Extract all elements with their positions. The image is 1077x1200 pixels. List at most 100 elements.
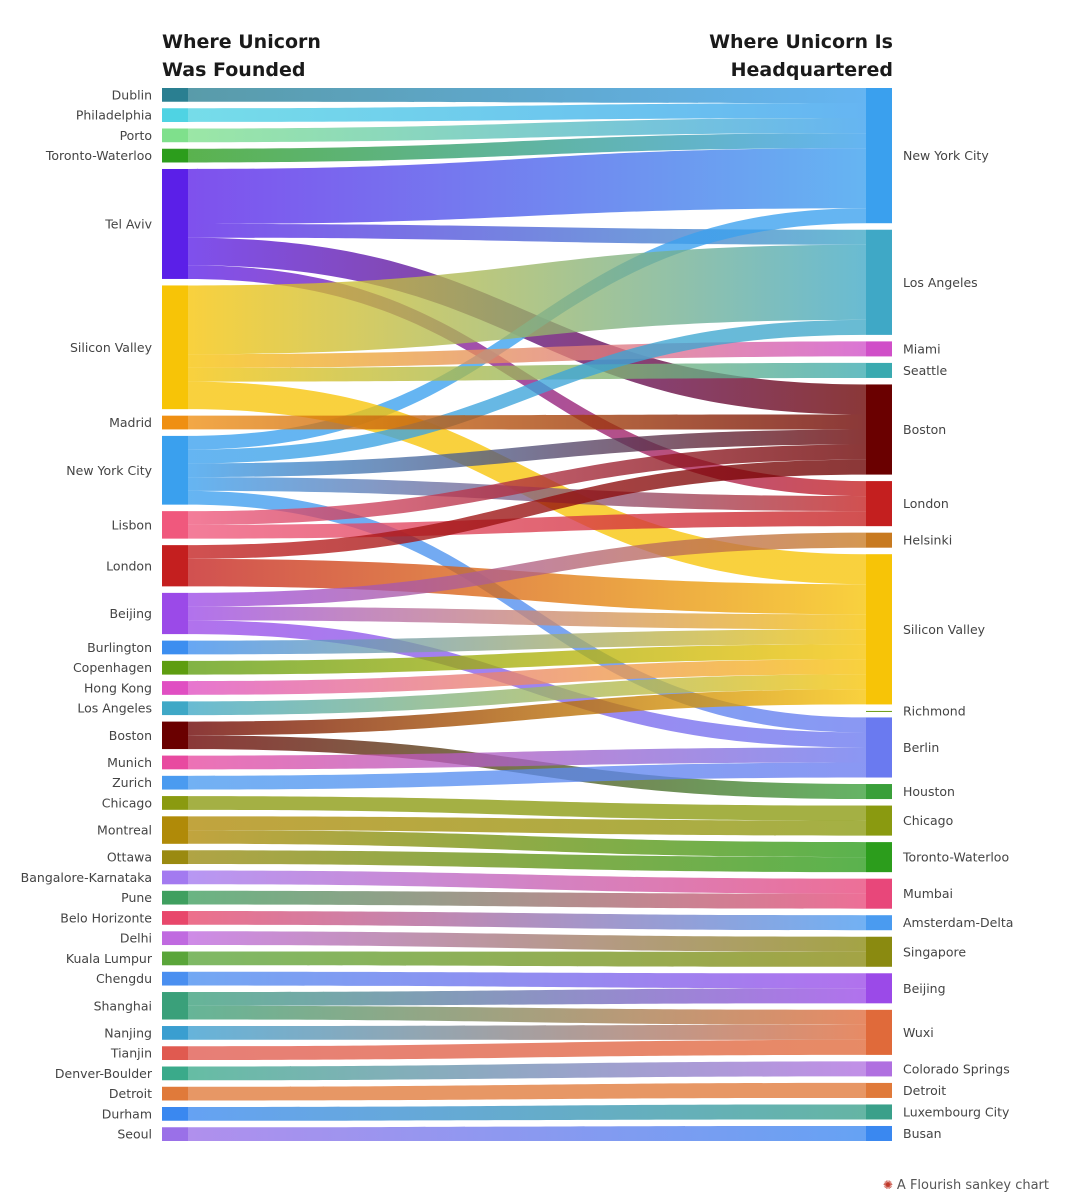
link-montreal-to-chicago[interactable]	[188, 816, 866, 836]
target-node-colorado-springs[interactable]	[866, 1061, 892, 1077]
link-madrid-to-boston[interactable]	[188, 414, 866, 430]
link-tel-aviv-to-new-york-city[interactable]	[188, 148, 866, 224]
link-shanghai-to-wuxi[interactable]	[188, 1005, 866, 1025]
source-node-bangalore-karnataka[interactable]	[162, 870, 188, 885]
link-lisbon-to-london[interactable]	[188, 511, 866, 539]
link-kuala-lumpur-to-singapore[interactable]	[188, 951, 866, 967]
source-node-london[interactable]	[162, 545, 188, 587]
target-node-wuxi[interactable]	[866, 1009, 892, 1055]
target-node-richmond[interactable]	[866, 710, 892, 712]
link-tel-aviv-to-london[interactable]	[188, 265, 866, 497]
target-node-seattle[interactable]	[866, 362, 892, 378]
link-beijing-to-helsinki[interactable]	[188, 532, 866, 607]
source-node-zurich[interactable]	[162, 775, 188, 790]
target-node-london[interactable]	[866, 481, 892, 527]
source-node-chengdu[interactable]	[162, 971, 188, 986]
target-node-amsterdam-delta[interactable]	[866, 915, 892, 931]
source-node-detroit[interactable]	[162, 1086, 188, 1101]
link-denver-boulder-to-colorado-springs[interactable]	[188, 1061, 866, 1081]
link-seoul-to-busan[interactable]	[188, 1125, 866, 1141]
link-belo-horizonte-to-amsterdam-delta[interactable]	[188, 911, 866, 931]
source-node-montreal[interactable]	[162, 816, 188, 844]
source-node-madrid[interactable]	[162, 415, 188, 430]
link-copenhagen-to-silicon-valley[interactable]	[188, 644, 866, 675]
source-node-porto[interactable]	[162, 128, 188, 143]
target-node-helsinki[interactable]	[866, 532, 892, 548]
source-node-burlington[interactable]	[162, 640, 188, 655]
source-node-kuala-lumpur[interactable]	[162, 951, 188, 966]
link-shanghai-to-beijing[interactable]	[188, 988, 866, 1006]
target-node-detroit[interactable]	[866, 1082, 892, 1098]
source-node-tel-aviv[interactable]	[162, 168, 188, 279]
link-burlington-to-silicon-valley[interactable]	[188, 629, 866, 655]
link-beijing-to-silicon-valley[interactable]	[188, 606, 866, 630]
link-london-to-boston[interactable]	[188, 459, 866, 559]
link-detroit-to-detroit[interactable]	[188, 1082, 866, 1101]
target-node-toronto-waterloo[interactable]	[866, 842, 892, 873]
flourish-credit[interactable]: ✺ A Flourish sankey chart	[883, 1178, 1049, 1193]
link-zurich-to-berlin[interactable]	[188, 762, 866, 790]
target-node-silicon-valley[interactable]	[866, 554, 892, 705]
link-pune-to-mumbai[interactable]	[188, 890, 866, 909]
target-node-busan[interactable]	[866, 1125, 892, 1141]
link-boston-to-silicon-valley[interactable]	[188, 689, 866, 736]
source-node-tianjin[interactable]	[162, 1046, 188, 1061]
link-chicago-to-chicago[interactable]	[188, 796, 866, 821]
source-node-dublin[interactable]	[162, 88, 188, 102]
link-los-angeles-to-silicon-valley[interactable]	[188, 674, 866, 716]
target-node-miami[interactable]	[866, 341, 892, 357]
source-node-lisbon[interactable]	[162, 511, 188, 539]
target-node-chicago[interactable]	[866, 805, 892, 836]
link-new-york-city-to-los-angeles[interactable]	[188, 319, 866, 464]
link-chengdu-to-beijing[interactable]	[188, 971, 866, 989]
target-node-berlin[interactable]	[866, 717, 892, 778]
source-node-silicon-valley[interactable]	[162, 285, 188, 410]
link-dublin-to-new-york-city[interactable]	[188, 88, 866, 104]
source-node-nanjing[interactable]	[162, 1026, 188, 1040]
source-node-belo-horizonte[interactable]	[162, 911, 188, 925]
link-munich-to-berlin[interactable]	[188, 747, 866, 770]
link-silicon-valley-to-los-angeles[interactable]	[188, 244, 866, 355]
source-node-ottawa[interactable]	[162, 850, 188, 865]
target-node-singapore[interactable]	[866, 936, 892, 967]
link-toronto-waterloo-to-new-york-city[interactable]	[188, 133, 866, 163]
source-node-boston[interactable]	[162, 721, 188, 750]
link-bangalore-karnataka-to-mumbai[interactable]	[188, 870, 866, 894]
source-node-hong-kong[interactable]	[162, 681, 188, 695]
source-node-toronto-waterloo[interactable]	[162, 148, 188, 163]
target-node-houston[interactable]	[866, 784, 892, 800]
source-node-chicago[interactable]	[162, 796, 188, 810]
target-node-luxembourg-city[interactable]	[866, 1104, 892, 1120]
source-node-los-angeles[interactable]	[162, 701, 188, 716]
link-london-to-silicon-valley[interactable]	[188, 558, 866, 615]
link-silicon-valley-to-seattle[interactable]	[188, 362, 866, 382]
link-new-york-city-to-london[interactable]	[188, 477, 866, 512]
target-node-los-angeles[interactable]	[866, 229, 892, 335]
target-node-mumbai[interactable]	[866, 878, 892, 909]
source-node-shanghai[interactable]	[162, 992, 188, 1020]
source-node-beijing[interactable]	[162, 592, 188, 635]
link-new-york-city-to-boston[interactable]	[188, 429, 866, 478]
source-node-munich[interactable]	[162, 755, 188, 770]
source-node-seoul[interactable]	[162, 1127, 188, 1141]
source-node-new-york-city[interactable]	[162, 435, 188, 505]
link-philadelphia-to-new-york-city[interactable]	[188, 103, 866, 122]
source-node-durham[interactable]	[162, 1107, 188, 1121]
source-node-philadelphia[interactable]	[162, 108, 188, 122]
target-node-new-york-city[interactable]	[866, 88, 892, 224]
source-node-denver-boulder[interactable]	[162, 1066, 188, 1081]
link-montreal-to-toronto-waterloo[interactable]	[188, 830, 866, 858]
source-node-delhi[interactable]	[162, 931, 188, 946]
link-boston-to-houston[interactable]	[188, 735, 866, 800]
link-tianjin-to-wuxi[interactable]	[188, 1039, 866, 1061]
link-hong-kong-to-silicon-valley[interactable]	[188, 659, 866, 695]
link-nanjing-to-wuxi[interactable]	[188, 1024, 866, 1040]
link-porto-to-new-york-city[interactable]	[188, 118, 866, 143]
source-node-pune[interactable]	[162, 890, 188, 905]
target-node-boston[interactable]	[866, 384, 892, 475]
source-node-copenhagen[interactable]	[162, 660, 188, 675]
link-durham-to-luxembourg-city[interactable]	[188, 1104, 866, 1121]
target-node-beijing[interactable]	[866, 973, 892, 1004]
link-ottawa-to-toronto-waterloo[interactable]	[188, 850, 866, 873]
link-lisbon-to-boston[interactable]	[188, 444, 866, 525]
